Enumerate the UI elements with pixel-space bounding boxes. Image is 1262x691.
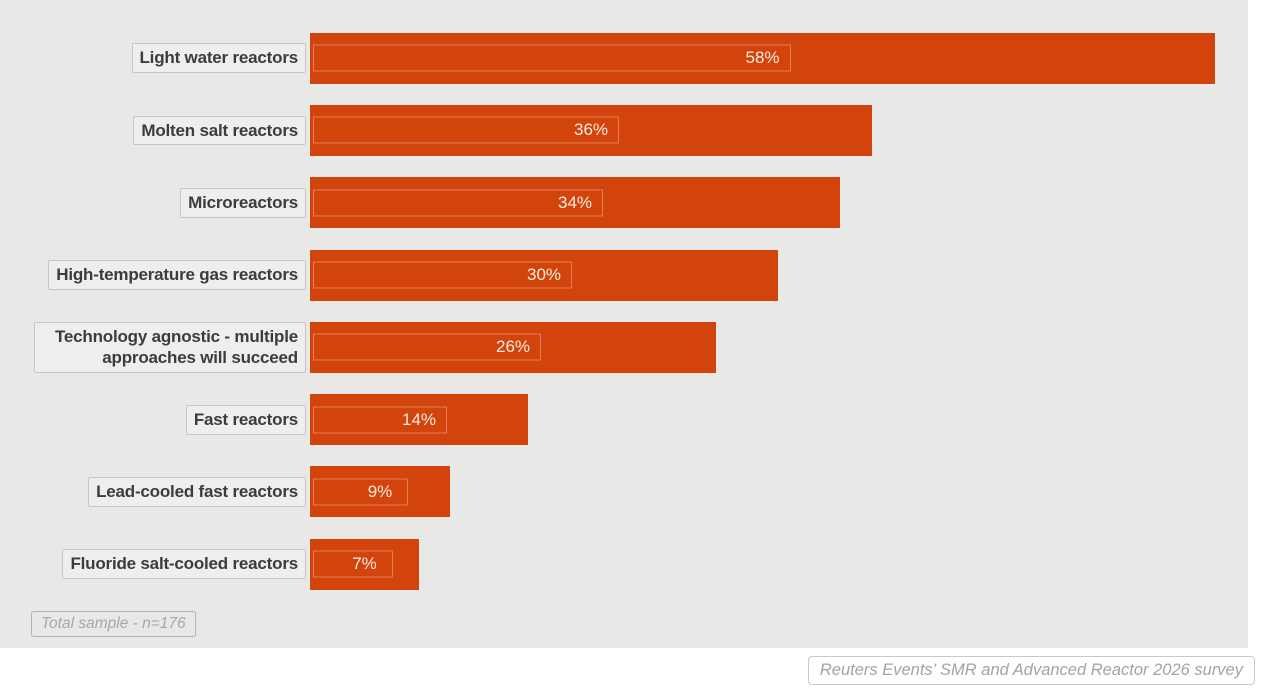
chart-row: Microreactors 34% <box>0 167 1248 239</box>
value-label: 36% <box>573 120 609 140</box>
value-label-box <box>313 478 408 506</box>
value-label-box <box>313 116 619 144</box>
bar: 34% <box>310 177 840 229</box>
chart-row: Molten salt reactors 36% <box>0 94 1248 166</box>
category-label-cell: Technology agnostic - multiple approache… <box>0 321 310 374</box>
category-label: Microreactors <box>180 187 306 218</box>
value-label: 30% <box>526 265 562 285</box>
value-label-box <box>313 550 393 578</box>
category-label-cell: Fluoride salt-cooled reactors <box>0 549 310 580</box>
value-label-box <box>313 406 447 434</box>
category-label-cell: Light water reactors <box>0 43 310 74</box>
value-label: 26% <box>495 337 531 357</box>
value-label: 14% <box>401 409 437 429</box>
bar: 36% <box>310 104 872 156</box>
value-label: 9% <box>367 481 393 501</box>
source-caption: Reuters Events’ SMR and Advanced Reactor… <box>807 656 1255 685</box>
category-label: Molten salt reactors <box>133 115 306 146</box>
value-label-box <box>313 261 572 289</box>
chart-row: Lead-cooled fast reactors 9% <box>0 456 1248 528</box>
bar: 58% <box>310 32 1215 84</box>
value-label-box <box>313 333 541 361</box>
bar-cell: 34% <box>310 177 1248 229</box>
sample-size-note: Total sample - n=176 <box>31 611 196 637</box>
bar: 14% <box>310 394 528 446</box>
value-label: 7% <box>352 554 377 574</box>
category-label: Fluoride salt-cooled reactors <box>62 549 306 580</box>
bar-chart: Light water reactors 58% Molten salt rea… <box>0 22 1248 600</box>
bar-cell: 58% <box>310 32 1248 84</box>
bar: 26% <box>310 321 716 373</box>
bar-cell: 14% <box>310 394 1248 446</box>
chart-row: Fast reactors 14% <box>0 383 1248 455</box>
bar: 30% <box>310 249 778 301</box>
value-label-box <box>313 44 791 72</box>
category-label-cell: Fast reactors <box>0 404 310 435</box>
category-label-cell: Molten salt reactors <box>0 115 310 146</box>
bar-cell: 36% <box>310 104 1248 156</box>
bar-cell: 30% <box>310 249 1248 301</box>
chart-row: High-temperature gas reactors 30% <box>0 239 1248 311</box>
bar: 9% <box>310 466 450 518</box>
chart-row: Technology agnostic - multiple approache… <box>0 311 1248 383</box>
bar-cell: 26% <box>310 321 1248 373</box>
bar: 7% <box>310 538 419 590</box>
category-label-cell: Lead-cooled fast reactors <box>0 477 310 507</box>
category-label: High-temperature gas reactors <box>48 260 306 290</box>
category-label: Lead-cooled fast reactors <box>88 477 306 507</box>
bar-cell: 9% <box>310 466 1248 518</box>
category-label: Technology agnostic - multiple approache… <box>34 321 306 374</box>
chart-area: Light water reactors 58% Molten salt rea… <box>0 0 1248 648</box>
value-label: 34% <box>557 192 593 212</box>
category-label: Light water reactors <box>131 43 306 74</box>
category-label-cell: High-temperature gas reactors <box>0 260 310 290</box>
category-label: Fast reactors <box>185 404 306 435</box>
category-label-cell: Microreactors <box>0 187 310 218</box>
chart-row: Fluoride salt-cooled reactors 7% <box>0 528 1248 600</box>
value-label: 58% <box>745 48 780 68</box>
bar-cell: 7% <box>310 538 1248 590</box>
chart-row: Light water reactors 58% <box>0 22 1248 94</box>
value-label-box <box>313 189 603 217</box>
